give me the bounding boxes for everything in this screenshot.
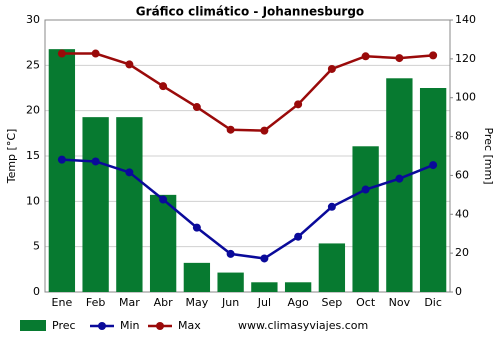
x-tick-label: Dic <box>424 296 442 309</box>
marker <box>57 155 66 164</box>
marker <box>91 157 100 166</box>
bar <box>217 272 244 292</box>
line <box>61 158 434 260</box>
bar <box>82 117 109 293</box>
marker <box>192 223 201 232</box>
x-tick-label: Jun <box>221 296 239 309</box>
y2-tick-label: 140 <box>455 13 476 26</box>
marker <box>395 54 404 63</box>
bar <box>183 262 211 292</box>
marker <box>327 64 336 73</box>
bar <box>318 243 346 292</box>
x-tick-label: May <box>186 296 209 309</box>
legend-label: Min <box>120 319 140 332</box>
x-tick-label: Feb <box>86 296 105 309</box>
legend-swatch <box>156 322 164 330</box>
x-tick-label: Ene <box>52 296 73 309</box>
y-tick-label: 20 <box>26 104 40 117</box>
marker <box>361 52 370 61</box>
y2-tick-label: 120 <box>455 52 476 65</box>
bar <box>251 282 278 292</box>
y-axis-label: Temp [°C] <box>5 129 18 185</box>
marker <box>361 185 370 194</box>
chart-title: Gráfico climático - Johannesburgo <box>136 5 364 19</box>
x-tick-label: Ago <box>288 296 310 309</box>
y-tick-label: 0 <box>33 285 40 298</box>
marker <box>57 49 66 58</box>
x-tick-label: Mar <box>119 296 140 309</box>
marker <box>429 51 438 60</box>
source: www.climasyviajes.com <box>238 319 368 332</box>
x-tick-label: Jul <box>257 296 271 309</box>
bar <box>48 49 76 293</box>
x-tick-label: Abr <box>154 296 174 309</box>
marker <box>260 254 269 263</box>
legend-label: Max <box>178 319 201 332</box>
bar <box>116 117 143 293</box>
y-tick-label: 15 <box>26 149 40 162</box>
legend-label: Prec <box>52 319 76 332</box>
legend-swatch <box>98 322 106 330</box>
marker <box>159 82 168 91</box>
y2-tick-label: 40 <box>455 207 469 220</box>
bar <box>419 88 447 292</box>
line <box>61 52 434 132</box>
marker <box>192 103 201 112</box>
y2-tick-label: 0 <box>455 285 462 298</box>
bar <box>284 282 312 292</box>
x-tick-label: Sep <box>322 296 343 309</box>
marker <box>429 161 438 170</box>
marker <box>260 126 269 135</box>
bar <box>149 194 177 292</box>
plot-frame <box>44 19 451 293</box>
y-tick-label: 10 <box>26 194 40 207</box>
x-tick-label: Oct <box>356 296 376 309</box>
y-tick-label: 25 <box>26 58 40 71</box>
marker <box>125 60 134 69</box>
y2-axis-label: Prec [mm] <box>482 127 495 184</box>
y-tick-label: 5 <box>33 240 40 253</box>
marker <box>226 125 235 134</box>
legend-swatch <box>20 320 46 331</box>
y2-tick-label: 100 <box>455 91 476 104</box>
marker <box>159 195 168 204</box>
marker <box>294 232 303 241</box>
y2-tick-label: 20 <box>455 246 469 259</box>
y2-tick-label: 80 <box>455 130 469 143</box>
marker <box>125 168 134 177</box>
y-tick-label: 30 <box>26 13 40 26</box>
bar <box>386 78 413 293</box>
y2-tick-label: 60 <box>455 168 469 181</box>
marker <box>395 174 404 183</box>
marker <box>226 249 235 258</box>
marker <box>91 49 100 58</box>
marker <box>327 202 336 211</box>
x-tick-label: Nov <box>389 296 411 309</box>
marker <box>294 100 303 109</box>
bar <box>352 146 379 292</box>
